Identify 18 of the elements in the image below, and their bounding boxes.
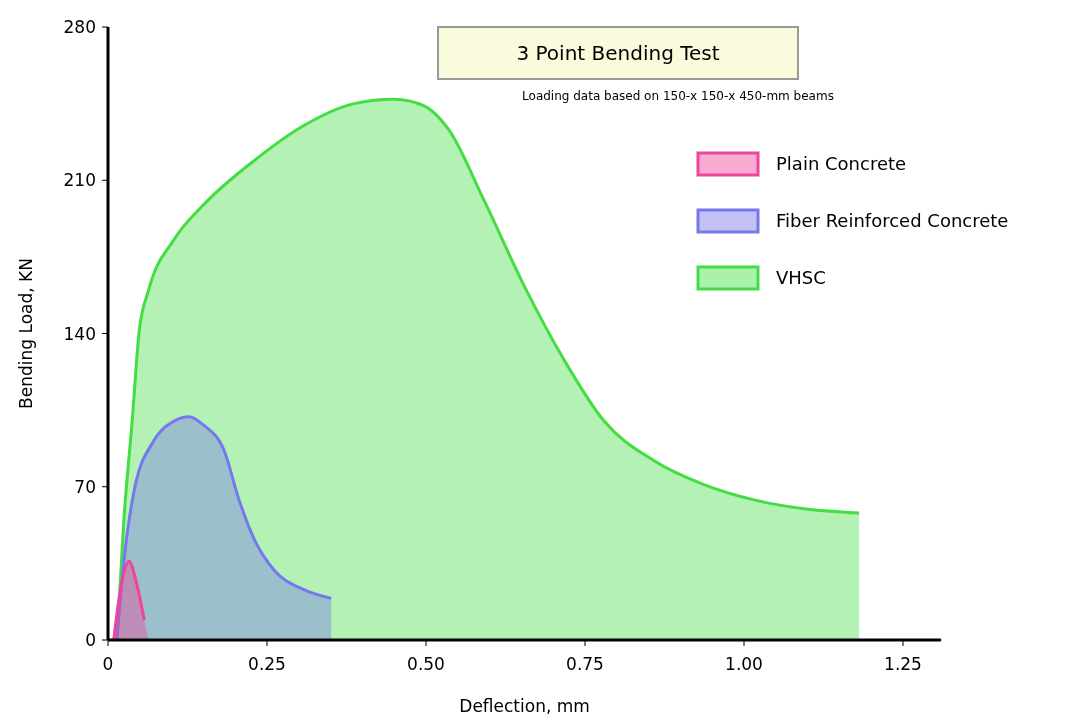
legend-label: VHSC	[776, 267, 826, 288]
y-tick-label: 210	[63, 170, 96, 191]
y-tick-label: 280	[63, 17, 96, 37]
legend-label: Plain Concrete	[776, 153, 907, 174]
x-tick-label: 0.75	[566, 654, 604, 674]
legend-label: Fiber Reinforced Concrete	[776, 210, 1009, 231]
y-tick-label: 0	[85, 630, 96, 650]
x-tick-label: 1.00	[725, 654, 763, 674]
y-axis-title: Bending Load, KN	[16, 258, 36, 409]
text: 3 Point Bending Test	[516, 41, 720, 65]
y-tick-label: 140	[63, 323, 96, 344]
x-tick-label: 0	[102, 654, 114, 674]
x-tick-label: 0.25	[248, 654, 286, 674]
text: Loading data based on 150-x 150-x 450-mm beams	[522, 89, 834, 103]
x-axis-title: Deflection, mm	[459, 696, 590, 716]
y-tick-label: 70	[74, 476, 96, 497]
x-tick-label: 1.25	[884, 654, 922, 674]
x-tick-label: 0.50	[407, 654, 445, 674]
